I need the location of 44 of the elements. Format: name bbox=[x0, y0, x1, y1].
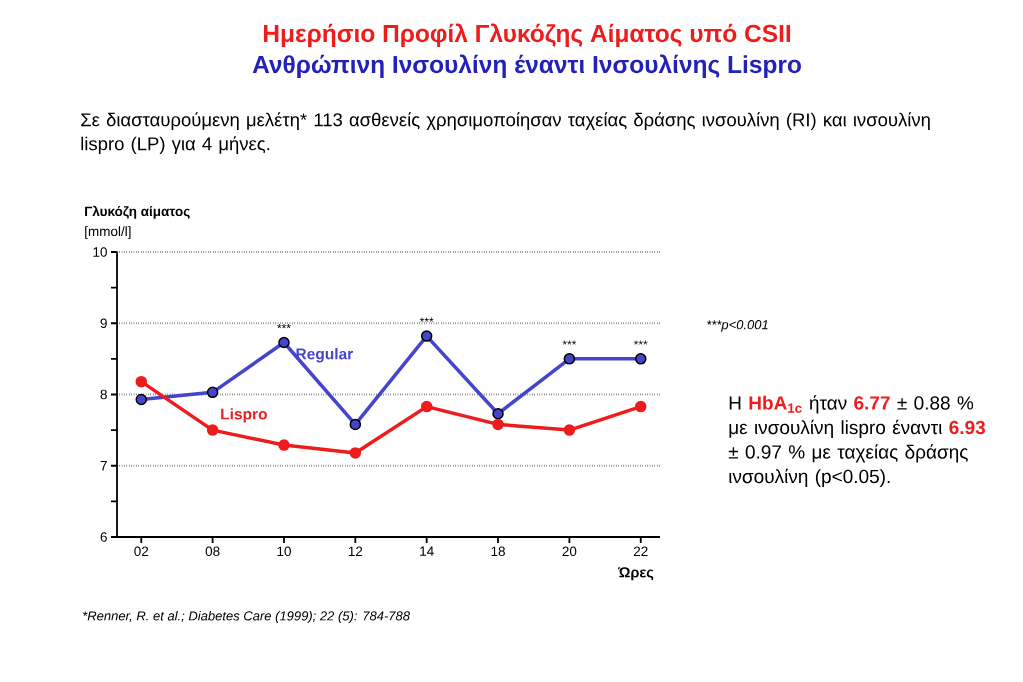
annotation: *** bbox=[633, 340, 648, 345]
x-tick-label: 22 bbox=[633, 546, 648, 556]
y-tick-label: 9 bbox=[100, 318, 107, 329]
x-tick-label: 20 bbox=[562, 546, 577, 557]
y-axis-title: Γλυκόζη αίματος bbox=[85, 205, 190, 219]
x-tick-label: 02 bbox=[134, 546, 149, 557]
annotation: *** bbox=[562, 340, 577, 345]
y-tick-label: 8 bbox=[100, 389, 107, 400]
text: [mmol/l] bbox=[85, 226, 131, 239]
x-axis-title: Ώρες bbox=[617, 567, 654, 581]
point bbox=[492, 418, 504, 431]
point bbox=[349, 418, 362, 431]
series-label: Regular bbox=[296, 348, 353, 363]
y-tick-label: 10 bbox=[93, 247, 107, 257]
x-tick-label: 08 bbox=[205, 546, 220, 557]
annotation: *** bbox=[419, 317, 434, 322]
point bbox=[278, 439, 290, 451]
text: *Renner, R. et al.; Diabetes Care (1999); 22 (5): 784-788 bbox=[82, 610, 410, 624]
point bbox=[206, 386, 219, 399]
x-tick-label: 14 bbox=[420, 546, 434, 556]
y-tick-label: 7 bbox=[100, 461, 107, 471]
point bbox=[492, 407, 504, 420]
point bbox=[634, 400, 647, 413]
annotation: *** bbox=[277, 324, 291, 329]
point bbox=[563, 424, 576, 436]
text: Σε διασταυρούμενη μελέτη* 113 ασθενείς χρησιμοποίησαν ταχείας δράσης ινσουλίνη (RI) και ινσουλίνη lispro (LP) για 4 μήνες. bbox=[81, 112, 930, 154]
chart-subtitle: Ανθρώπινη Ινσουλίνη έναντι Ινσουλίνης Lispro bbox=[252, 54, 801, 78]
point bbox=[420, 330, 433, 342]
chart-title: Ημερήσιο Προφίλ Γλυκόζης Αίματος υπό CSII bbox=[263, 23, 791, 47]
point bbox=[278, 336, 290, 349]
series-label: Lispro bbox=[221, 408, 267, 423]
point bbox=[135, 375, 148, 388]
text: Η HbA$_{1c}$ ήταν 6.77 ± 0.88 % με ινσουλίνη lispro έναντι 6.93 ± 0.97 % με ταχείας δράσης ινσουλίνη (p<0.05). bbox=[728, 395, 986, 487]
x-tick-label: 12 bbox=[348, 546, 363, 556]
text: ***p<0.001 bbox=[706, 320, 768, 332]
point bbox=[349, 447, 362, 459]
point bbox=[135, 393, 148, 406]
point bbox=[206, 424, 219, 436]
y-tick-label: 6 bbox=[100, 532, 107, 542]
point bbox=[563, 353, 576, 365]
x-tick-label: 18 bbox=[491, 546, 505, 557]
point bbox=[420, 400, 433, 413]
x-tick-label: 10 bbox=[277, 546, 291, 557]
point bbox=[634, 353, 647, 365]
